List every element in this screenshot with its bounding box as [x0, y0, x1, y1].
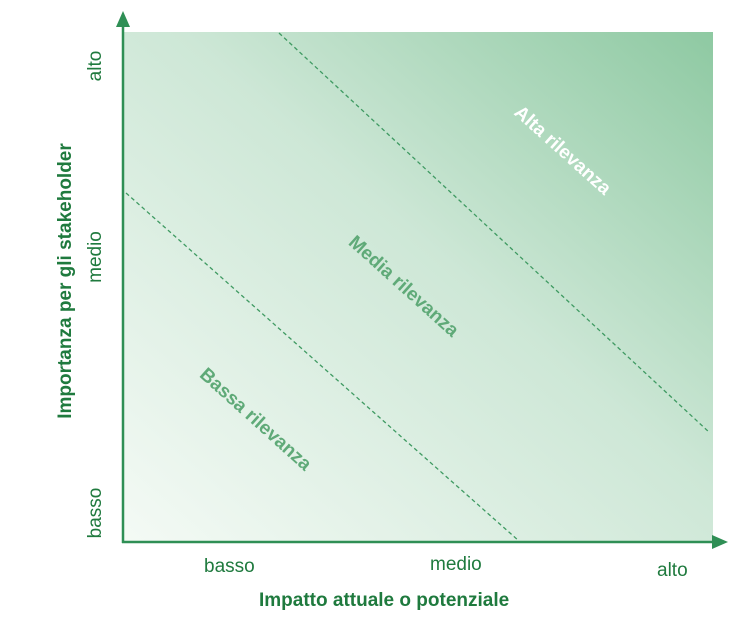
y-tick-medium: medio [85, 231, 106, 283]
y-tick-high: alto [85, 50, 106, 82]
x-axis-arrow [712, 535, 728, 549]
y-axis-title: Importanza per gli stakeholder [55, 143, 76, 419]
divider-medium-high [278, 32, 711, 434]
x-tick-low: basso [204, 556, 255, 577]
y-axis-arrow [116, 11, 130, 27]
x-axis-title: Impatto attuale o potenziale [259, 590, 510, 611]
divider-low-medium [125, 192, 520, 542]
x-tick-medium: medio [430, 554, 482, 575]
y-tick-low: basso [85, 487, 106, 539]
x-tick-high: alto [657, 560, 688, 581]
plot-area [123, 32, 713, 541]
